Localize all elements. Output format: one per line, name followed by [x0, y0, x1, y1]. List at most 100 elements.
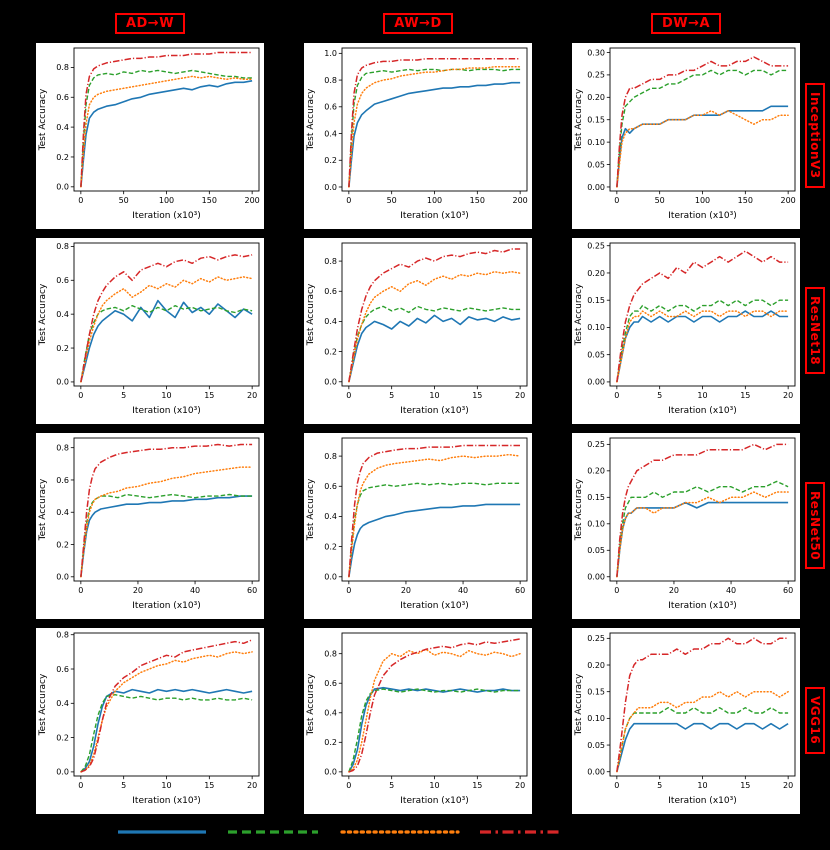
svg-text:20: 20 — [401, 586, 411, 595]
svg-text:60: 60 — [247, 586, 257, 595]
svg-text:0.6: 0.6 — [56, 664, 69, 673]
svg-text:0.8: 0.8 — [56, 63, 69, 72]
svg-text:0.25: 0.25 — [587, 241, 605, 250]
row-header-resnet50: ResNet50 — [805, 481, 825, 570]
svg-text:1.0: 1.0 — [324, 49, 337, 58]
svg-text:0: 0 — [614, 196, 619, 205]
row-header-resnet18: ResNet18 — [805, 286, 825, 375]
svg-text:Iteration (x10³): Iteration (x10³) — [668, 406, 736, 416]
svg-text:0.15: 0.15 — [587, 296, 605, 305]
svg-text:Test Accuracy: Test Accuracy — [574, 477, 584, 540]
svg-text:50: 50 — [119, 196, 129, 205]
legend-svg — [118, 830, 562, 834]
svg-text:0.05: 0.05 — [587, 160, 605, 169]
svg-text:10: 10 — [429, 391, 439, 400]
chart-row-resnet18: 0 5 10 15 20 0.0 0.2 0.4 0.6 0.8 Iteration (x10³) T… — [0, 233, 830, 428]
svg-text:0.6: 0.6 — [324, 102, 337, 111]
subplot-inceptionv3-awd: 0 50 100 150 200 0.0 0.2 0.4 0.6 0.8 1.0 Iteration … — [304, 42, 532, 229]
svg-text:Iteration (x10³): Iteration (x10³) — [400, 796, 468, 806]
svg-text:0.4: 0.4 — [56, 699, 69, 708]
subplot-resnet18-awd: 0 5 10 15 20 0.0 0.2 0.4 0.6 0.8 Iteration (x10³) T… — [304, 237, 532, 424]
svg-text:0.15: 0.15 — [587, 115, 605, 124]
svg-text:0.0: 0.0 — [56, 377, 69, 386]
svg-text:0.8: 0.8 — [324, 649, 337, 658]
subplot-vgg16-adw: 0 5 10 15 20 0.0 0.2 0.4 0.6 0.8 Iteration (x10³) T… — [36, 627, 264, 814]
svg-text:0.25: 0.25 — [587, 634, 605, 643]
row-header-inceptionv3: InceptionV3 — [805, 83, 825, 188]
subplot-inceptionv3-adw: 0 50 100 150 200 0.0 0.2 0.4 0.6 0.8 Iteration (x1… — [36, 42, 264, 229]
svg-text:20: 20 — [515, 391, 525, 400]
svg-text:0.8: 0.8 — [324, 256, 337, 265]
svg-text:0: 0 — [346, 586, 351, 595]
svg-text:0.0: 0.0 — [324, 182, 337, 191]
svg-text:Test Accuracy: Test Accuracy — [306, 87, 316, 150]
svg-text:0: 0 — [78, 391, 83, 400]
svg-text:0.6: 0.6 — [56, 93, 69, 102]
svg-text:150: 150 — [202, 196, 217, 205]
svg-text:0.2: 0.2 — [56, 152, 69, 161]
row-label-cell: ResNet50 — [800, 481, 830, 570]
svg-text:0: 0 — [614, 781, 619, 790]
legend — [0, 818, 830, 850]
svg-text:0.4: 0.4 — [324, 708, 337, 717]
svg-text:100: 100 — [159, 196, 174, 205]
svg-text:0.2: 0.2 — [56, 343, 69, 352]
svg-text:5: 5 — [121, 781, 126, 790]
svg-text:Iteration (x10³): Iteration (x10³) — [132, 796, 200, 806]
svg-text:Iteration (x10³): Iteration (x10³) — [668, 211, 736, 221]
chart-row-resnet50: 0 20 40 60 0.0 0.2 0.4 0.6 0.8 Iteration (x10³) Te… — [0, 428, 830, 623]
chart-row-inceptionv3: 0 50 100 150 200 0.0 0.2 0.4 0.6 0.8 Iteration (x1… — [0, 38, 830, 233]
svg-text:10: 10 — [161, 781, 171, 790]
svg-text:Test Accuracy: Test Accuracy — [574, 672, 584, 735]
svg-text:0.00: 0.00 — [587, 767, 605, 776]
svg-text:200: 200 — [513, 196, 528, 205]
svg-text:Test Accuracy: Test Accuracy — [38, 87, 48, 150]
svg-text:0.10: 0.10 — [587, 323, 605, 332]
svg-text:0.0: 0.0 — [324, 572, 337, 581]
column-headers: AD→W AW→D DW→A — [0, 0, 830, 38]
svg-text:0.20: 0.20 — [587, 660, 605, 669]
svg-text:0.00: 0.00 — [587, 572, 605, 581]
svg-text:0.15: 0.15 — [587, 687, 605, 696]
svg-text:Iteration (x10³): Iteration (x10³) — [132, 601, 200, 611]
svg-text:40: 40 — [726, 586, 736, 595]
svg-text:10: 10 — [697, 781, 707, 790]
svg-text:200: 200 — [781, 196, 796, 205]
svg-text:0.2: 0.2 — [324, 738, 337, 747]
svg-text:0.30: 0.30 — [587, 48, 605, 57]
svg-text:0: 0 — [78, 586, 83, 595]
svg-text:15: 15 — [204, 391, 214, 400]
svg-text:0.10: 0.10 — [587, 137, 605, 146]
svg-text:Test Accuracy: Test Accuracy — [574, 87, 584, 150]
svg-text:10: 10 — [697, 391, 707, 400]
svg-text:0.6: 0.6 — [324, 287, 337, 296]
subplot-inceptionv3-dwa: 0 50 100 150 200 0.00 0.05 0.10 0.15 0.20 0.25 0.30… — [572, 42, 800, 229]
svg-text:40: 40 — [190, 586, 200, 595]
svg-text:0.0: 0.0 — [56, 572, 69, 581]
svg-text:0.25: 0.25 — [587, 440, 605, 449]
row-label-cell: ResNet18 — [800, 286, 830, 375]
svg-text:0.10: 0.10 — [587, 714, 605, 723]
svg-text:0.8: 0.8 — [324, 75, 337, 84]
svg-text:Test Accuracy: Test Accuracy — [306, 672, 316, 735]
svg-text:0: 0 — [614, 586, 619, 595]
svg-text:20: 20 — [783, 391, 793, 400]
row-header-vgg16: VGG16 — [805, 687, 825, 754]
svg-text:Iteration (x10³): Iteration (x10³) — [668, 601, 736, 611]
subplot-resnet18-dwa: 0 5 10 15 20 0.00 0.05 0.10 0.15 0.20 0.25 Iteratio… — [572, 237, 800, 424]
subplot-resnet50-awd: 0 20 40 60 0.0 0.2 0.4 0.6 0.8 Iteration (x10³) Te… — [304, 432, 532, 619]
svg-text:Test Accuracy: Test Accuracy — [38, 477, 48, 540]
svg-text:20: 20 — [247, 781, 257, 790]
svg-text:Iteration (x10³): Iteration (x10³) — [400, 406, 468, 416]
svg-text:Test Accuracy: Test Accuracy — [38, 672, 48, 735]
svg-text:15: 15 — [472, 781, 482, 790]
svg-text:0.2: 0.2 — [324, 347, 337, 356]
svg-text:0.0: 0.0 — [324, 767, 337, 776]
svg-text:5: 5 — [389, 781, 394, 790]
svg-text:0.8: 0.8 — [56, 242, 69, 251]
svg-text:0: 0 — [614, 391, 619, 400]
subplot-resnet50-adw: 0 20 40 60 0.0 0.2 0.4 0.6 0.8 Iteration (x10³) Te… — [36, 432, 264, 619]
svg-text:0.00: 0.00 — [587, 182, 605, 191]
svg-text:20: 20 — [133, 586, 143, 595]
svg-text:0.2: 0.2 — [56, 540, 69, 549]
